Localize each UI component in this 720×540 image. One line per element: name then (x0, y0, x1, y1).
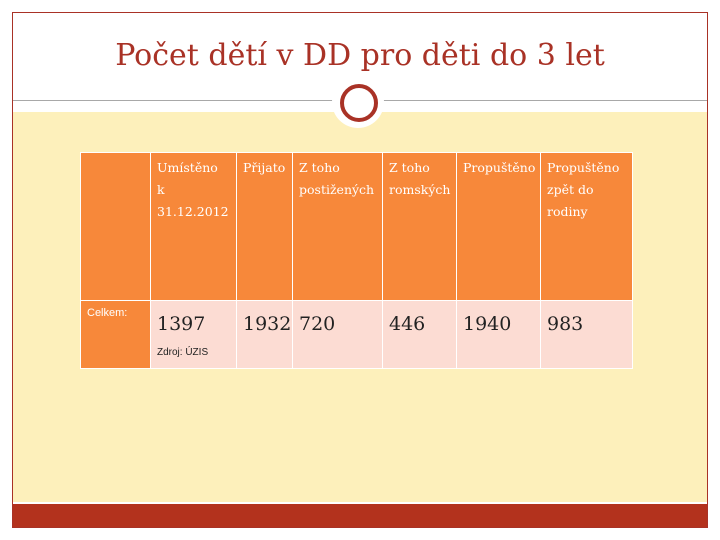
value-cell-placed: 1397 Zdroj: ÚZIS (150, 300, 237, 369)
value-released-to-family: 983 (547, 313, 584, 335)
header-cell-empty (80, 152, 151, 301)
row-label: Celkem: (80, 300, 151, 369)
header-cell-admitted: Přijato (236, 152, 293, 301)
header-cell-roma: Z toho romských (382, 152, 457, 301)
header-cell-released-to-family: Propuštěno zpět do rodiny (540, 152, 633, 301)
value-cell-released-to-family: 983 (540, 300, 633, 369)
header-cell-disabled: Z toho postižených (292, 152, 383, 301)
value-disabled: 720 (299, 313, 336, 335)
circle-ornament-icon (340, 84, 378, 122)
value-roma: 446 (389, 313, 426, 335)
source-note: Zdroj: ÚZIS (157, 347, 209, 358)
slide-title: Počet dětí v DD pro děti do 3 let (115, 38, 605, 73)
table-header-row: Umístěno k 31.12.2012 Přijato Z toho pos… (80, 152, 633, 301)
value-placed: 1397 (157, 313, 206, 335)
value-cell-roma: 446 (382, 300, 457, 369)
footer-band (13, 504, 707, 527)
value-cell-admitted: 1932 (236, 300, 293, 369)
header-cell-placed: Umístěno k 31.12.2012 (150, 152, 237, 301)
table-row: Celkem: 1397 Zdroj: ÚZIS 1932 720 446 19… (80, 300, 633, 369)
value-released: 1940 (463, 313, 512, 335)
value-cell-disabled: 720 (292, 300, 383, 369)
data-table: Umístěno k 31.12.2012 Přijato Z toho pos… (80, 152, 633, 369)
value-cell-released: 1940 (456, 300, 541, 369)
value-admitted: 1932 (243, 313, 292, 335)
header-cell-released: Propuštěno (456, 152, 541, 301)
